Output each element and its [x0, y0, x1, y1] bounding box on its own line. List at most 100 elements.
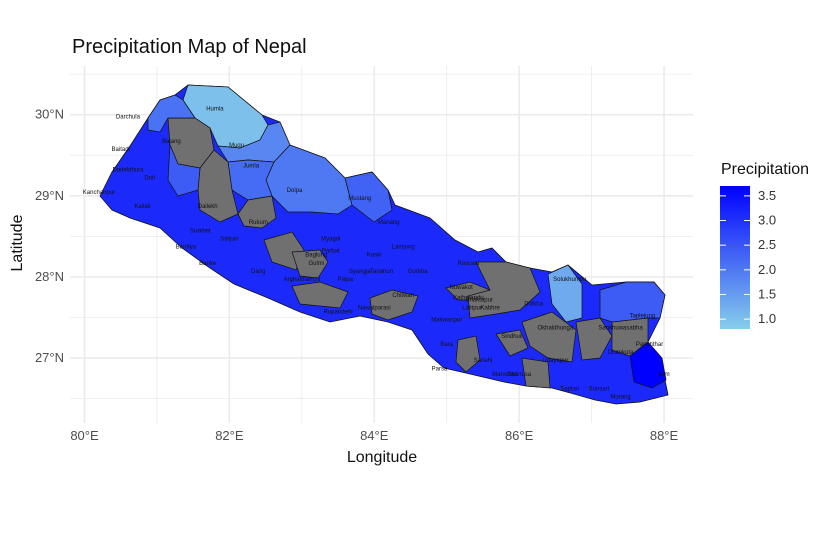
x-tick-label: 86°E: [505, 428, 534, 443]
district-label-udayapur: Udayapur: [542, 358, 568, 364]
y-tick-label: 28°N: [35, 269, 64, 284]
district-label-chitwan: Chitwan: [392, 293, 414, 299]
district-label-dolpa: Dolpa: [287, 188, 303, 194]
district-label-dailekh: Dailekh: [198, 204, 218, 210]
district-shape-ilam: [629, 341, 667, 389]
district-label-kailali: Kailali: [134, 204, 150, 210]
district-shape-chitwan-grey: [369, 289, 419, 321]
district-label-morang: Morang: [610, 395, 630, 401]
district-label-tanahun: Tanahun: [370, 269, 393, 275]
district-label-ilam: Ilam: [658, 372, 669, 378]
district-label-saptari: Saptari: [560, 387, 579, 393]
district-label-taplejung: Taplejung: [629, 314, 655, 320]
y-tick-label: 27°N: [35, 350, 64, 365]
district-label-dang: Dang: [251, 269, 265, 275]
district-label-banke: Banke: [199, 261, 217, 267]
y-axis-title: Latitude: [9, 214, 26, 271]
district-label-dhanusa: Dhanusa: [507, 372, 532, 378]
district-label-bajang: Bajang: [162, 139, 181, 145]
district-label-gulmi: Gulmi: [308, 261, 324, 267]
district-label-mahottari: Mahottari: [492, 372, 517, 378]
district-label-bhaktapur: Bhaktapur: [466, 297, 493, 303]
district-shape-mustang: [344, 171, 393, 223]
district-label-sarlahi: Sarlahi: [474, 358, 493, 364]
legend-tick-label: 2.0: [758, 262, 776, 277]
district-label-rasuwa: Rasuwa: [458, 261, 480, 267]
district-label-lalitpur: Lalitpur: [462, 305, 482, 311]
legend-tick-label: 1.0: [758, 311, 776, 326]
legend-ticks: 1.0 1.5 2.0 2.5 3.0 3.5: [720, 188, 776, 326]
district-label-darchula: Darchula: [116, 115, 141, 121]
district-label-kathmandu: Kathmandu: [453, 296, 484, 302]
district-label-sindhuli: Sindhuli: [501, 334, 522, 340]
district-label-baitadi: Baitadi: [112, 147, 130, 153]
district-label-mustang: Mustang: [348, 196, 371, 202]
x-axis-ticks: 80°E 82°E 84°E 86°E 88°E: [70, 428, 678, 443]
district-label-syangja: Syangja: [349, 269, 371, 275]
district-label-bardiya: Bardiya: [176, 245, 197, 251]
district-labels: Humla Darchula Bajang Baitadi Mugu Dadeldhura…: [83, 107, 670, 401]
legend-tick-label: 3.0: [758, 213, 776, 228]
y-tick-label: 30°N: [35, 107, 64, 122]
district-shape-rukum-grey: [237, 195, 277, 229]
district-shape-dolkha: [467, 261, 541, 319]
district-shape-okhaldhunga: [521, 311, 577, 363]
legend-colorbar: [720, 186, 750, 329]
district-label-lamjung: Lamjung: [392, 245, 415, 251]
district-label-dhankuta: Dhankuta: [608, 350, 634, 356]
district-label-kanchanpur: Kanchanpur: [83, 190, 115, 196]
district-label-nawalparasi: Nawalparasi: [358, 305, 391, 311]
district-label-sunsari: Sunsari: [589, 387, 609, 393]
district-label-sankhuwasabha: Sankhuwasabha: [598, 326, 643, 332]
x-tick-label: 84°E: [360, 428, 389, 443]
legend: Precipitation 1.0 1.5 2.0 2.5 3.0 3.5: [720, 161, 809, 329]
district-label-mugu: Mugu: [229, 143, 244, 149]
district-label-okhaldhunga: Okhaldhunga: [538, 326, 574, 332]
district-label-arghakhanchi: Arghakhanchi: [283, 277, 320, 283]
legend-tick-label: 2.5: [758, 237, 776, 252]
district-label-dolkha: Dolkha: [524, 301, 543, 307]
district-label-jumla: Jumla: [243, 163, 260, 169]
district-shape-darchula: [147, 94, 196, 133]
district-label-surkhet: Surkhet: [190, 228, 211, 234]
district-label-palpa: Palpa: [338, 277, 354, 283]
district-label-parbat: Parbat: [322, 249, 340, 255]
district-label-dadeldhura: Dadeldhura: [112, 167, 144, 173]
district-label-salyan: Salyan: [220, 236, 238, 242]
district-label-manang: Manang: [378, 220, 400, 226]
legend-tick-label: 1.5: [758, 286, 776, 301]
district-label-doti: Doti: [144, 176, 155, 182]
district-shape-doti: [167, 144, 201, 197]
legend-tick-label: 3.5: [758, 188, 776, 203]
district-label-kaski: Kaski: [367, 253, 382, 259]
district-label-parsa: Parsa: [432, 366, 448, 372]
district-label-bara: Bara: [440, 342, 453, 348]
axes: 80°E 82°E 84°E 86°E 88°E 27°N 28°N 29°N 30°N Lo…: [9, 107, 679, 466]
x-axis-title: Longitude: [347, 449, 417, 466]
district-label-myagdi: Myagdi: [321, 236, 340, 242]
district-label-rukum: Rukum: [249, 220, 268, 226]
x-tick-label: 80°E: [70, 428, 99, 443]
district-label-panchthar: Panchthar: [636, 342, 663, 348]
district-label-baglung: Baglung: [305, 253, 327, 259]
district-label-kabhre: Kabhre: [480, 305, 500, 311]
district-shape-mahottari-grey: [455, 335, 481, 373]
map-title: Precipitation Map of Nepal: [72, 36, 307, 58]
district-label-gorkha: Gorkha: [408, 269, 428, 275]
district-shape-palpa-grey: [291, 281, 349, 309]
district-label-makwanpur: Makwanpur: [431, 318, 462, 324]
legend-title: Precipitation: [721, 161, 809, 178]
x-tick-label: 88°E: [650, 428, 679, 443]
district-label-rupandehi: Rupandehi: [324, 309, 353, 315]
district-shape-sindhuli-grey: [495, 329, 529, 357]
y-tick-label: 29°N: [35, 188, 64, 203]
district-shape-sankhuwasabha: [575, 317, 613, 361]
district-label-solukhumbu: Solukhumbu: [553, 277, 586, 283]
district-shape-solukhumbu: [547, 264, 583, 323]
district-shape-jumla: [227, 159, 275, 201]
district-shape-saptari-grey: [521, 357, 551, 389]
x-tick-label: 82°E: [215, 428, 244, 443]
district-label-humla: Humla: [206, 107, 224, 113]
